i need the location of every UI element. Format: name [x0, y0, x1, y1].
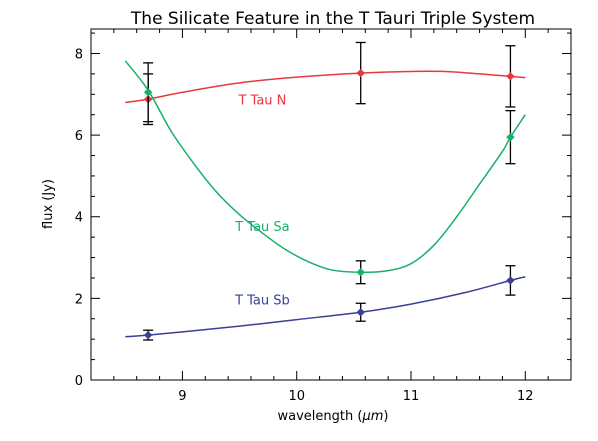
data-point-t-tau-sb — [356, 308, 365, 317]
y-tick-label: 6 — [75, 129, 83, 144]
y-axis-label: flux (Jy) — [41, 179, 56, 229]
data-point-t-tau-n — [356, 68, 365, 78]
x-tick-label: 11 — [403, 389, 420, 404]
data-point-t-tau-sa — [356, 268, 365, 277]
series-line-t-tau-sb — [125, 276, 526, 338]
y-tick-label: 0 — [75, 374, 83, 389]
x-axis-label: wavelength (μm) — [278, 409, 389, 424]
plot-frame — [90, 28, 572, 381]
series-label-t-tau-sb: T Tau Sb — [234, 293, 290, 308]
series-label-t-tau-n: T Tau N — [237, 94, 286, 109]
x-tick-label: 12 — [517, 389, 534, 404]
data-point-t-tau-sa — [143, 88, 153, 97]
x-tick-label: 9 — [178, 389, 186, 404]
chart-title: The Silicate Feature in the T Tauri Trip… — [130, 9, 535, 29]
series-label-t-tau-sa: T Tau Sa — [234, 220, 289, 235]
x-tick-label: 10 — [288, 389, 305, 404]
series-line-t-tau-sa — [124, 60, 526, 274]
y-tick-label: 2 — [75, 292, 83, 307]
data-point-t-tau-sa — [506, 132, 515, 142]
series-line-t-tau-n — [125, 70, 526, 104]
x-axis-label-suffix: ) — [383, 409, 388, 424]
x-axis-label-unit: μm — [361, 409, 383, 424]
x-axis-label-prefix: wavelength ( — [278, 409, 363, 424]
data-point-t-tau-n — [506, 72, 515, 81]
data-point-t-tau-sb — [506, 276, 515, 285]
y-tick-label: 8 — [75, 47, 83, 62]
y-tick-label: 4 — [75, 211, 83, 226]
data-point-t-tau-sb — [143, 330, 153, 340]
